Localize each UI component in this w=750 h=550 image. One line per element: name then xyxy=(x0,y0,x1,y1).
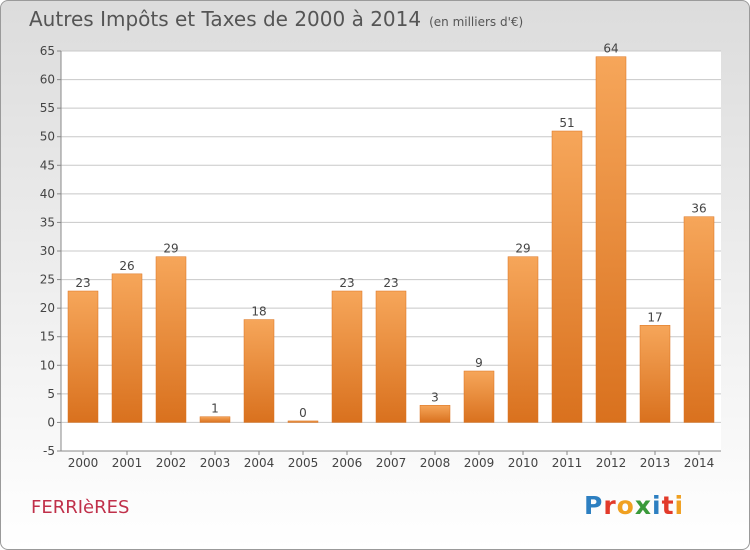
x-tick-label-2009: 2009 xyxy=(464,456,495,470)
y-tick-label: 5 xyxy=(47,387,55,401)
bar-2010 xyxy=(507,256,539,423)
data-label-2010: 29 xyxy=(515,242,530,256)
y-tick-label: 35 xyxy=(40,215,55,229)
data-label-2012: 64 xyxy=(603,42,618,56)
x-tick-label-2001: 2001 xyxy=(112,456,143,470)
title-row: Autres Impôts et Taxes de 2000 à 2014 (en… xyxy=(29,7,523,31)
bar-2006 xyxy=(331,290,363,423)
y-tick-label: 40 xyxy=(40,187,55,201)
bar-2009 xyxy=(463,370,495,423)
x-tick-label-2012: 2012 xyxy=(596,456,627,470)
data-label-2011: 51 xyxy=(559,116,574,130)
logo-letter: r xyxy=(603,491,617,520)
x-tick-label-2010: 2010 xyxy=(508,456,539,470)
x-tick-label-2011: 2011 xyxy=(552,456,583,470)
x-tick-label-2007: 2007 xyxy=(376,456,407,470)
x-tick-label-2013: 2013 xyxy=(640,456,671,470)
logo-letter: i xyxy=(652,491,662,520)
bar-2003 xyxy=(199,416,231,423)
x-tick-label-2005: 2005 xyxy=(288,456,319,470)
data-label-2014: 36 xyxy=(691,202,706,216)
data-label-2001: 26 xyxy=(119,259,134,273)
logo-letter: t xyxy=(661,491,675,520)
x-tick-label-2004: 2004 xyxy=(244,456,275,470)
data-label-2002: 29 xyxy=(163,242,178,256)
y-tick-label: 65 xyxy=(40,44,55,58)
logo-letter: o xyxy=(616,491,635,520)
bar-2005 xyxy=(287,420,319,423)
y-tick-label: 50 xyxy=(40,130,55,144)
bar-2008 xyxy=(419,405,451,423)
data-label-2005: 0 xyxy=(299,406,307,420)
data-label-2009: 9 xyxy=(475,356,483,370)
bar-2013 xyxy=(639,325,671,423)
y-tick-label: 55 xyxy=(40,101,55,115)
y-tick-label: 0 xyxy=(47,415,55,429)
x-tick-label-2003: 2003 xyxy=(200,456,231,470)
y-tick-label: 45 xyxy=(40,158,55,172)
logo-letter: x xyxy=(634,491,652,520)
x-tick-label-2014: 2014 xyxy=(684,456,715,470)
bar-2000 xyxy=(67,290,99,423)
commune-name: FERRIèRES xyxy=(31,497,130,518)
data-label-2000: 23 xyxy=(75,276,90,290)
y-tick-label: 15 xyxy=(40,330,55,344)
bar-2004 xyxy=(243,319,275,423)
y-tick-label: 10 xyxy=(40,358,55,372)
data-label-2004: 18 xyxy=(251,305,266,319)
bar-2014 xyxy=(683,216,715,423)
data-label-2013: 17 xyxy=(647,310,662,324)
x-tick-label-2002: 2002 xyxy=(156,456,187,470)
x-tick-label-2008: 2008 xyxy=(420,456,451,470)
data-label-2003: 1 xyxy=(211,402,219,416)
chart-title: Autres Impôts et Taxes de 2000 à 2014 xyxy=(29,7,422,31)
data-label-2006: 23 xyxy=(339,276,354,290)
proxiti-logo: Proxiti xyxy=(584,491,684,520)
bar-2002 xyxy=(155,256,187,423)
chart-subtitle: (en milliers d'€) xyxy=(429,15,524,29)
x-tick-label-2006: 2006 xyxy=(332,456,363,470)
logo-letter: P xyxy=(584,491,604,520)
bar-2012 xyxy=(595,56,627,423)
bar-2001 xyxy=(111,273,143,423)
y-tick-label: -5 xyxy=(43,444,55,458)
y-tick-label: 30 xyxy=(40,244,55,258)
bar-2007 xyxy=(375,290,407,423)
y-tick-label: 20 xyxy=(40,301,55,315)
y-tick-label: 60 xyxy=(40,73,55,87)
data-label-2007: 23 xyxy=(383,276,398,290)
x-tick-label-2000: 2000 xyxy=(68,456,99,470)
data-label-2008: 3 xyxy=(431,390,439,404)
logo-letter: i xyxy=(674,491,685,520)
y-tick-label: 25 xyxy=(40,273,55,287)
bar-2011 xyxy=(551,130,583,423)
